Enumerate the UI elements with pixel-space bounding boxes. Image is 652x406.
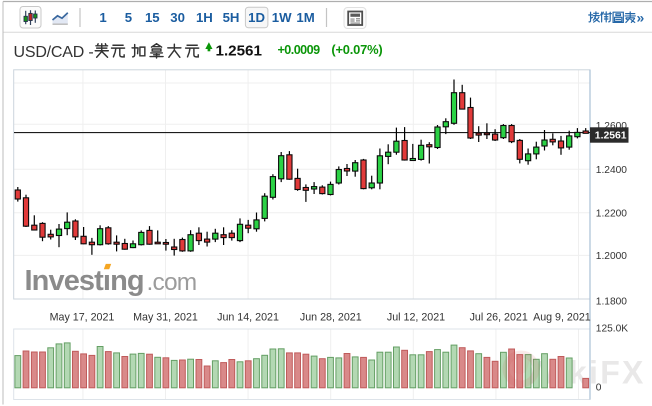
svg-text:Jul 12, 2021: Jul 12, 2021 [387, 312, 445, 324]
svg-text:+0.0009: +0.0009 [278, 43, 321, 57]
svg-text:Jul 26, 2021: Jul 26, 2021 [470, 312, 528, 324]
svg-text:1W: 1W [272, 10, 292, 25]
svg-text:Aug 9, 2021: Aug 9, 2021 [533, 312, 591, 324]
svg-text:1.2200: 1.2200 [596, 209, 627, 220]
svg-text:1H: 1H [196, 10, 213, 25]
svg-text:1.2000: 1.2000 [596, 251, 627, 262]
svg-text:5H: 5H [223, 10, 240, 25]
svg-text:(+0.07%): (+0.07%) [331, 42, 382, 57]
svg-text:1.2561: 1.2561 [216, 42, 263, 59]
svg-text:Jun 14, 2021: Jun 14, 2021 [217, 312, 279, 324]
svg-text:May 17, 2021: May 17, 2021 [50, 312, 115, 324]
svg-text:Investıng: Investıng [25, 265, 144, 297]
svg-text:15: 15 [145, 10, 160, 25]
svg-text:1M: 1M [296, 10, 314, 25]
svg-text:1.2561: 1.2561 [595, 131, 627, 142]
svg-text:USD/CAD -: USD/CAD - [14, 44, 94, 61]
svg-text:0: 0 [596, 383, 602, 394]
svg-text:»: » [637, 9, 645, 25]
svg-text:May 31, 2021: May 31, 2021 [133, 312, 198, 324]
svg-text:Jun 28, 2021: Jun 28, 2021 [300, 312, 362, 324]
svg-text:1.1800: 1.1800 [596, 297, 627, 308]
svg-text:1.2400: 1.2400 [596, 165, 627, 176]
svg-text:125.0K: 125.0K [596, 323, 628, 334]
svg-text:1: 1 [99, 10, 106, 25]
svg-text:30: 30 [170, 10, 185, 25]
svg-text:1.2600: 1.2600 [596, 121, 627, 132]
svg-text:1D: 1D [248, 10, 265, 25]
svg-text:.com: .com [147, 269, 197, 296]
svg-text:5: 5 [125, 10, 132, 25]
